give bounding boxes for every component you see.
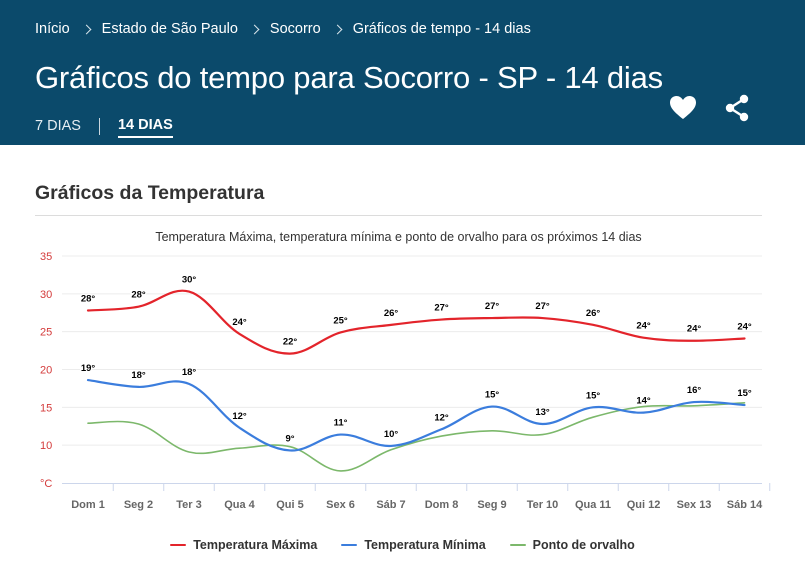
legend-item-max[interactable]: Temperatura Máxima <box>170 538 317 552</box>
data-label: 9° <box>285 433 294 444</box>
temperature-chart: 35 30 25 20 15 10 °C Dom 1 Seg 2 Ter 3 Qua 4 Qui 5 S… <box>0 220 805 583</box>
data-label: 27° <box>535 301 550 312</box>
section-title: Gráficos da Temperatura <box>35 182 265 204</box>
data-label: 28° <box>81 293 96 304</box>
y-tick-label: 10 <box>40 440 52 452</box>
chevron-right-icon <box>249 24 260 34</box>
legend-swatch-dewpoint <box>509 544 526 546</box>
heart-icon[interactable] <box>668 93 698 123</box>
series-line-dewpoint <box>87 401 746 472</box>
data-label: 15° <box>485 390 500 401</box>
series-line-min <box>86 378 746 452</box>
breadcrumb-home[interactable]: Início <box>35 21 70 37</box>
legend-item-dewpoint[interactable]: Ponto de orvalho <box>509 538 635 552</box>
y-tick-label: 25 <box>40 327 52 339</box>
legend-label-min: Temperatura Mínima <box>364 538 486 552</box>
y-tick-label: 15 <box>40 402 52 414</box>
x-tick-label: Sex 6 <box>326 499 355 511</box>
data-label: 18° <box>182 367 197 378</box>
data-label: 14° <box>636 396 651 407</box>
data-label: 26° <box>586 308 601 319</box>
legend-label-dewpoint: Ponto de orvalho <box>532 538 635 552</box>
y-tick-label: 20 <box>40 365 52 377</box>
chart-title: Temperatura Máxima, temperatura mínima e… <box>155 230 642 244</box>
series-line-max <box>86 289 746 355</box>
tab-7-days[interactable]: 7 DIAS <box>35 118 81 134</box>
chevron-right-icon <box>332 24 343 34</box>
data-label: 11° <box>334 418 348 429</box>
breadcrumb-current: Gráficos de tempo - 14 dias <box>352 21 531 37</box>
data-label: 28° <box>131 290 146 301</box>
data-label: 27° <box>485 301 500 312</box>
chart-canvas: 35 30 25 20 15 10 °C Dom 1 Seg 2 Ter 3 Qua 4 Qui 5 S… <box>40 251 771 511</box>
x-tick-label: Qua 4 <box>224 499 255 511</box>
x-tick-label: Sex 13 <box>677 499 712 511</box>
x-tick-label: Qui 12 <box>627 499 661 511</box>
x-tick-label: Sáb 14 <box>727 499 763 511</box>
x-tick-label: Dom 8 <box>425 499 459 511</box>
breadcrumb-city[interactable]: Socorro <box>269 21 321 37</box>
x-tick-label: Seg 2 <box>124 499 153 511</box>
data-label: 30° <box>182 275 197 286</box>
share-icon[interactable] <box>722 93 752 123</box>
x-tick-label: Dom 1 <box>71 499 105 511</box>
tab-14-days[interactable]: 14 DIAS <box>117 117 173 138</box>
data-label: 10° <box>384 429 399 440</box>
data-label: 24° <box>232 317 247 328</box>
legend-swatch-min <box>341 544 358 546</box>
data-label: 24° <box>737 321 752 332</box>
tab-divider <box>98 117 100 135</box>
data-label: 15° <box>737 388 752 399</box>
y-tick-label: 35 <box>40 251 52 263</box>
page-title: Gráficos do tempo para Socorro - SP - 14… <box>35 60 663 95</box>
section-divider <box>35 215 762 216</box>
data-label: 24° <box>687 324 702 335</box>
data-label: 12° <box>434 412 449 423</box>
page-header: Início Estado de São Paulo Socorro Gráfi… <box>0 0 805 145</box>
data-label: 12° <box>232 411 247 422</box>
data-label: 15° <box>586 390 601 401</box>
y-tick-label: 30 <box>40 289 52 301</box>
breadcrumb-state[interactable]: Estado de São Paulo <box>101 21 238 37</box>
period-tabs: 7 DIAS 14 DIAS <box>35 117 173 138</box>
data-label: 24° <box>636 321 651 332</box>
x-tick-label: Ter 3 <box>176 499 201 511</box>
data-label: 25° <box>333 315 348 326</box>
chevron-right-icon <box>81 24 92 34</box>
x-tick-label: Qui 5 <box>276 499 304 511</box>
x-tick-label: Ter 10 <box>527 499 559 511</box>
y-axis-unit: °C <box>40 478 52 490</box>
chart-legend: Temperatura Máxima Temperatura Mínima Po… <box>0 538 805 552</box>
data-label: 18° <box>131 370 146 381</box>
data-label: 27° <box>434 303 449 314</box>
legend-item-min[interactable]: Temperatura Mínima <box>341 538 486 552</box>
x-tick-label: Qua 11 <box>575 499 611 511</box>
legend-label-max: Temperatura Máxima <box>193 538 318 552</box>
legend-swatch-max <box>170 544 187 546</box>
data-label: 19° <box>81 363 96 374</box>
data-label: 13° <box>535 407 550 418</box>
data-label: 22° <box>283 337 298 348</box>
x-tick-label: Seg 9 <box>477 499 506 511</box>
data-label: 16° <box>687 385 702 396</box>
x-tick-label: Sáb 7 <box>376 499 405 511</box>
data-label: 26° <box>384 308 399 319</box>
breadcrumb: Início Estado de São Paulo Socorro Gráfi… <box>35 21 531 37</box>
